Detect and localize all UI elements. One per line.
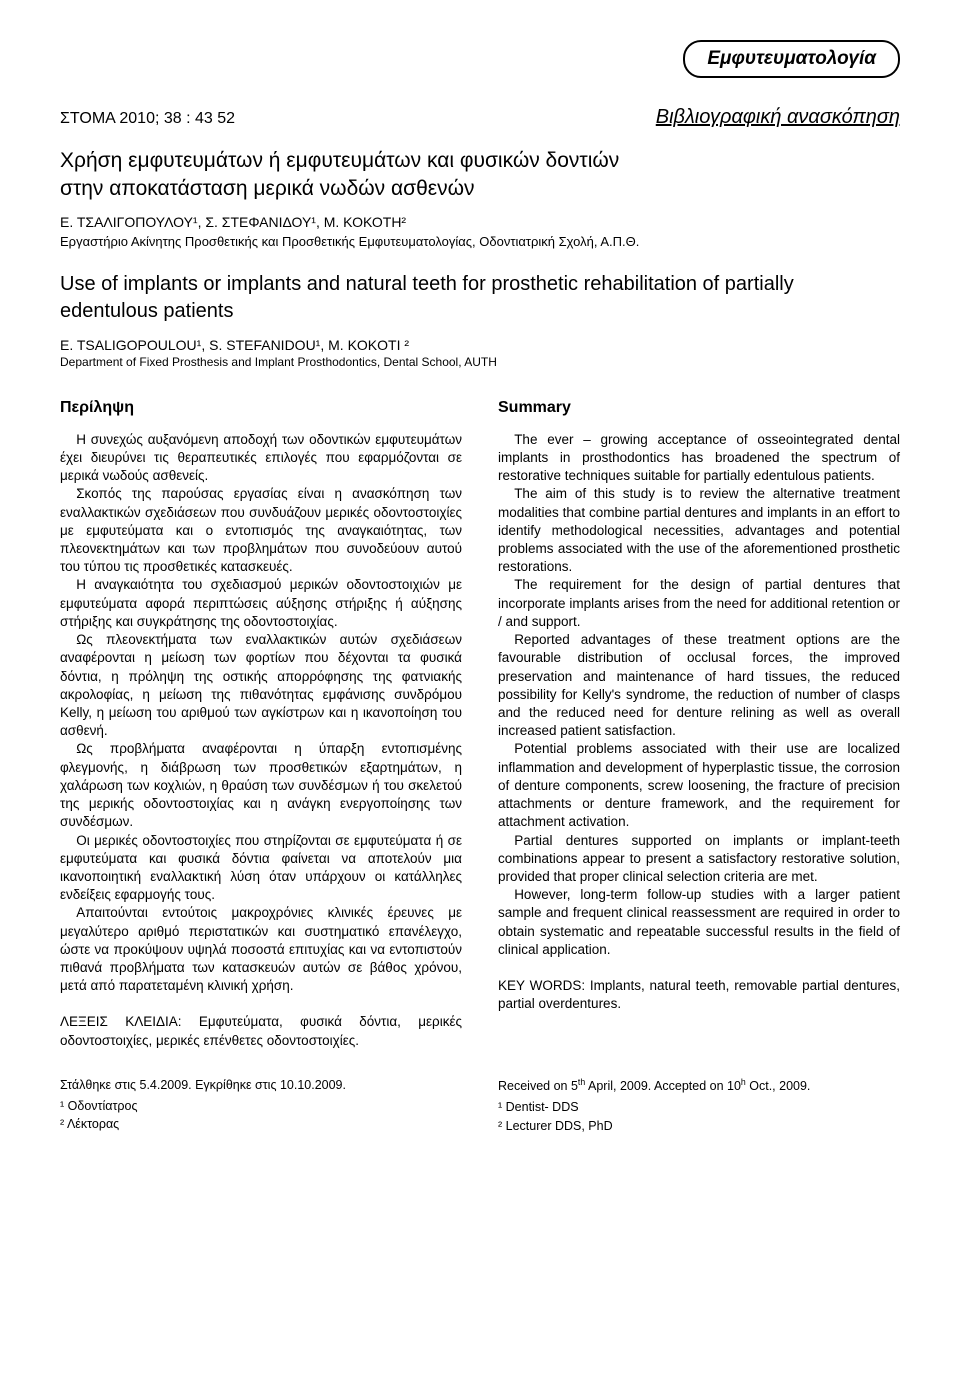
abstract-english-column: Summary The ever – growing acceptance of…	[498, 399, 900, 1050]
abstract-english-p6: Partial dentures supported on implants o…	[498, 832, 900, 887]
review-label: Bιβλιογραφική ανασκόπηση	[656, 106, 900, 129]
abstract-english-heading: Summary	[498, 399, 900, 417]
footer-left-dates: Στάλθηκε στις 5.4.2009. Eγκρίθηκε στις 1…	[60, 1076, 462, 1095]
footer-left-note1: ¹ Οδοντίατρος	[60, 1097, 462, 1116]
footer-right-dates: Received on 5th April, 2009. Accepted on…	[498, 1076, 900, 1096]
abstract-greek-p1: Η συνεχώς αυξανόμενη αποδοχή των οδοντικ…	[60, 431, 462, 486]
title-english: Use of implants or implants and natural …	[60, 271, 900, 325]
abstract-greek-column: Περίληψη Η συνεχώς αυξανόμενη αποδοχή τω…	[60, 399, 462, 1050]
footer-left-note2: ² Λέκτορας	[60, 1115, 462, 1134]
abstract-english-p2: The aim of this study is to review the a…	[498, 485, 900, 576]
abstract-greek-p3: Η αναγκαιότητα του σχεδιασμού μερικών οδ…	[60, 576, 462, 631]
footer-right-note1: ¹ Dentist- DDS	[498, 1098, 900, 1117]
category-badge: Εμφυτευματολογία	[683, 40, 900, 78]
authors-english: E. TSALIGOPOULOU¹, S. STEFANIDOU¹, M. KO…	[60, 337, 900, 353]
abstract-english-p5: Potential problems associated with their…	[498, 740, 900, 831]
affiliation-greek: Εργαστήριο Ακίνητης Προσθετικής και Προσ…	[60, 234, 900, 249]
footer-left: Στάλθηκε στις 5.4.2009. Eγκρίθηκε στις 1…	[60, 1076, 462, 1135]
title-greek-line2: στην αποκατάσταση μερικά νωδών ασθενών	[60, 177, 475, 200]
abstract-english-p7: However, long-term follow-up studies wit…	[498, 886, 900, 959]
title-english-line2: edentulous patients	[60, 300, 233, 322]
keywords-greek: ΛEΞEIΣ KΛEIΔIA: Εμφυτεύματα, φυσικά δόντ…	[60, 1013, 462, 1049]
abstract-greek-heading: Περίληψη	[60, 399, 462, 417]
abstract-greek-p4: Ως πλεονεκτήματα των εναλλακτικών αυτών …	[60, 631, 462, 740]
abstract-columns: Περίληψη Η συνεχώς αυξανόμενη αποδοχή τω…	[60, 399, 900, 1050]
journal-reference: ΣTOMA 2010; 38 : 43 52	[60, 110, 235, 128]
abstract-greek-p5: Ως προβλήματα αναφέρονται η ύπαρξη εντοπ…	[60, 740, 462, 831]
affiliation-english: Department of Fixed Prosthesis and Impla…	[60, 355, 900, 369]
title-greek-line1: Χρήση εμφυτευμάτων ή εμφυτευμάτων και φυ…	[60, 149, 619, 172]
authors-greek: Ε. ΤΣΑΛΙΓΟΠΟΥΛΟΥ¹, Σ. ΣΤΕΦΑΝΙΔΟΥ¹, Μ. ΚΟ…	[60, 214, 900, 230]
footer-row: Στάλθηκε στις 5.4.2009. Eγκρίθηκε στις 1…	[60, 1076, 900, 1135]
category-text: Εμφυτευματολογία	[707, 48, 876, 69]
abstract-english-p3: The requirement for the design of partia…	[498, 576, 900, 631]
abstract-greek-p7: Απαιτούνται εντούτοις μακροχρόνιες κλινι…	[60, 904, 462, 995]
title-english-line1: Use of implants or implants and natural …	[60, 273, 794, 295]
abstract-english-p1: The ever – growing acceptance of osseoin…	[498, 431, 900, 486]
keywords-english: KEY WORDS: Implants, natural teeth, remo…	[498, 977, 900, 1013]
footer-right: Received on 5th April, 2009. Accepted on…	[498, 1076, 900, 1135]
abstract-greek-p2: Σκοπός της παρούσας εργασίας είναι η ανα…	[60, 485, 462, 576]
title-greek: Χρήση εμφυτευμάτων ή εμφυτευμάτων και φυ…	[60, 147, 900, 204]
footer-right-note2: ² Lecturer DDS, PhD	[498, 1117, 900, 1136]
abstract-english-p4: Reported advantages of these treatment o…	[498, 631, 900, 740]
top-row: ΣTOMA 2010; 38 : 43 52 Bιβλιογραφική ανα…	[60, 106, 900, 129]
abstract-greek-p6: Οι μερικές οδοντοστοιχίες που στηρίζοντα…	[60, 832, 462, 905]
